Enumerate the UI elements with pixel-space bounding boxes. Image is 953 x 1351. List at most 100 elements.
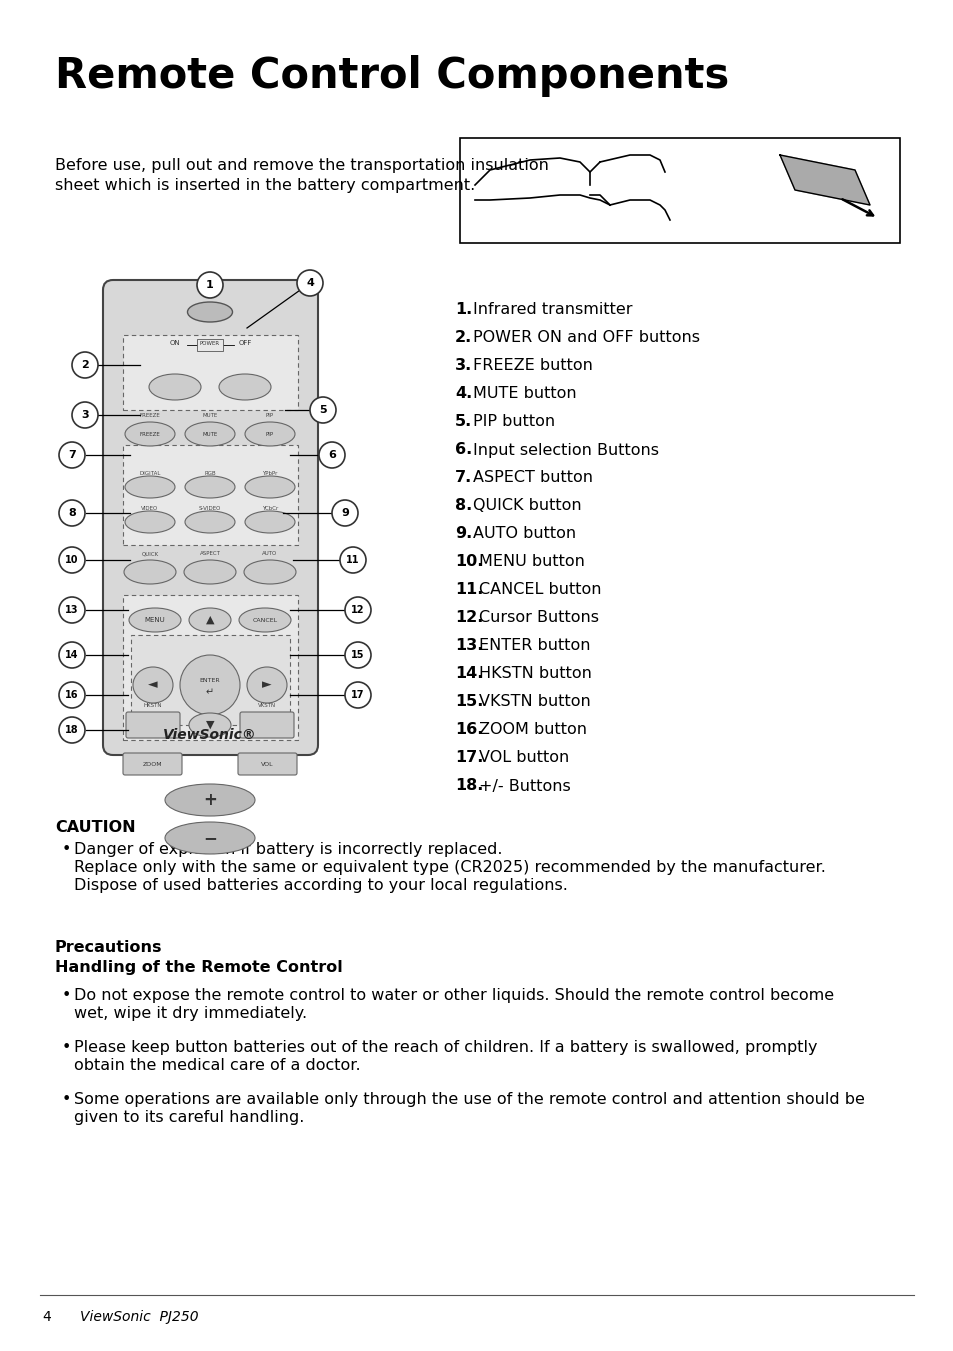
Text: FREEZE button: FREEZE button xyxy=(473,358,592,373)
Text: 18: 18 xyxy=(65,725,79,735)
Text: CANCEL button: CANCEL button xyxy=(478,582,601,597)
FancyBboxPatch shape xyxy=(123,594,297,740)
Text: 3: 3 xyxy=(81,409,89,420)
Text: MUTE: MUTE xyxy=(202,431,217,436)
Ellipse shape xyxy=(125,422,174,446)
Text: ENTER button: ENTER button xyxy=(478,639,590,654)
FancyBboxPatch shape xyxy=(123,444,297,544)
Text: DIGITAL: DIGITAL xyxy=(139,471,160,476)
Text: 16: 16 xyxy=(65,690,79,700)
Text: VOL: VOL xyxy=(260,762,273,766)
Text: POWER: POWER xyxy=(200,340,220,346)
Text: ASPECT: ASPECT xyxy=(199,551,220,557)
Text: ↵: ↵ xyxy=(206,688,213,697)
FancyBboxPatch shape xyxy=(103,280,317,755)
FancyBboxPatch shape xyxy=(126,712,180,738)
Text: 3.: 3. xyxy=(455,358,472,373)
Text: MENU: MENU xyxy=(145,617,165,623)
Text: 7: 7 xyxy=(68,450,76,459)
Text: Danger of explosion if battery is incorrectly replaced.: Danger of explosion if battery is incorr… xyxy=(74,842,502,857)
Text: 10.: 10. xyxy=(455,554,483,570)
Circle shape xyxy=(59,442,85,467)
Text: POWER: POWER xyxy=(197,340,222,346)
Text: FREEZE: FREEZE xyxy=(139,431,160,436)
Text: 9: 9 xyxy=(341,508,349,517)
Circle shape xyxy=(71,403,98,428)
Text: +/- Buttons: +/- Buttons xyxy=(478,778,570,793)
Ellipse shape xyxy=(188,303,233,322)
Text: 9.: 9. xyxy=(455,527,472,542)
Text: given to its careful handling.: given to its careful handling. xyxy=(74,1111,304,1125)
Ellipse shape xyxy=(189,608,231,632)
Text: ◄: ◄ xyxy=(148,678,157,692)
Ellipse shape xyxy=(165,784,254,816)
Text: 17: 17 xyxy=(351,690,364,700)
Text: Do not expose the remote control to water or other liquids. Should the remote co: Do not expose the remote control to wate… xyxy=(74,988,833,1002)
Circle shape xyxy=(345,597,371,623)
Text: 4: 4 xyxy=(42,1310,51,1324)
Text: 15: 15 xyxy=(351,650,364,661)
Text: POWER ON and OFF buttons: POWER ON and OFF buttons xyxy=(473,331,700,346)
Text: AUTO: AUTO xyxy=(262,551,277,557)
Text: 13.: 13. xyxy=(455,639,483,654)
Text: 1: 1 xyxy=(206,280,213,290)
Text: •: • xyxy=(62,988,71,1002)
Ellipse shape xyxy=(124,561,175,584)
Text: 16.: 16. xyxy=(455,723,483,738)
Text: YPbPr: YPbPr xyxy=(262,471,277,476)
Ellipse shape xyxy=(247,667,287,703)
Text: 18.: 18. xyxy=(455,778,483,793)
Text: 14: 14 xyxy=(65,650,79,661)
Circle shape xyxy=(339,547,366,573)
Text: ViewSonic  PJ250: ViewSonic PJ250 xyxy=(80,1310,198,1324)
Text: QUICK: QUICK xyxy=(141,551,158,557)
Text: Remote Control Components: Remote Control Components xyxy=(55,55,728,97)
Text: •: • xyxy=(62,842,71,857)
Text: ON: ON xyxy=(170,340,180,346)
Text: HKSTN: HKSTN xyxy=(144,703,162,708)
Text: 13: 13 xyxy=(65,605,79,615)
Text: 10: 10 xyxy=(65,555,79,565)
FancyBboxPatch shape xyxy=(131,635,290,725)
Text: MENU button: MENU button xyxy=(478,554,584,570)
Ellipse shape xyxy=(219,374,271,400)
Circle shape xyxy=(59,547,85,573)
Text: ENTER: ENTER xyxy=(199,677,220,682)
Text: 11.: 11. xyxy=(455,582,483,597)
Text: ▼: ▼ xyxy=(206,720,214,730)
Text: RGB: RGB xyxy=(204,471,215,476)
Text: YCbCr: YCbCr xyxy=(262,507,278,511)
Text: 5: 5 xyxy=(319,405,327,415)
Text: 17.: 17. xyxy=(455,751,483,766)
Text: 14.: 14. xyxy=(455,666,483,681)
Text: MUTE: MUTE xyxy=(202,413,217,417)
Text: •: • xyxy=(62,1040,71,1055)
Text: ▲: ▲ xyxy=(206,615,214,626)
Text: 8.: 8. xyxy=(455,499,472,513)
Text: ZOOM: ZOOM xyxy=(143,762,163,766)
Circle shape xyxy=(345,682,371,708)
Text: ►: ► xyxy=(262,678,272,692)
Text: obtain the medical care of a doctor.: obtain the medical care of a doctor. xyxy=(74,1058,360,1073)
Circle shape xyxy=(296,270,323,296)
Text: 5.: 5. xyxy=(455,415,472,430)
Circle shape xyxy=(59,597,85,623)
Text: Handling of the Remote Control: Handling of the Remote Control xyxy=(55,961,342,975)
Ellipse shape xyxy=(245,476,294,499)
Text: VKSTN button: VKSTN button xyxy=(478,694,590,709)
Text: VKSTN: VKSTN xyxy=(257,703,275,708)
Circle shape xyxy=(196,272,223,299)
FancyBboxPatch shape xyxy=(237,753,296,775)
Ellipse shape xyxy=(239,608,291,632)
Text: VOL button: VOL button xyxy=(478,751,569,766)
Text: 12.: 12. xyxy=(455,611,483,626)
Text: HKSTN button: HKSTN button xyxy=(478,666,591,681)
Text: Infrared transmitter: Infrared transmitter xyxy=(473,303,632,317)
Ellipse shape xyxy=(125,511,174,534)
Text: Precautions: Precautions xyxy=(55,940,162,955)
Circle shape xyxy=(59,500,85,526)
Text: 15.: 15. xyxy=(455,694,483,709)
Text: 1.: 1. xyxy=(455,303,472,317)
Circle shape xyxy=(332,500,357,526)
Text: −: − xyxy=(203,830,216,847)
